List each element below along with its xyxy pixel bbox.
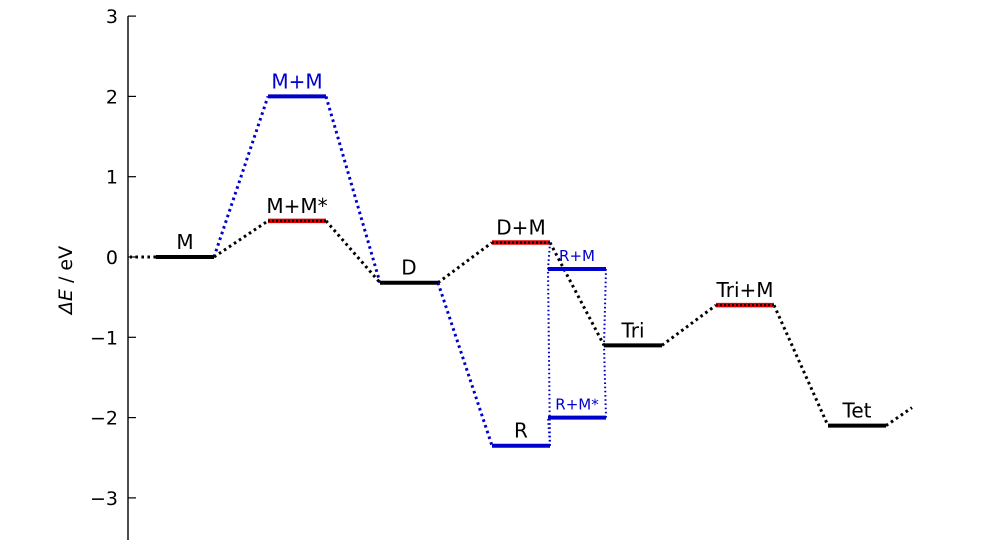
label-M: M: [176, 230, 193, 254]
y-ticks: 3 2 1 0 −1 −2 −3: [90, 6, 136, 510]
y-axis-symbol: ΔE: [55, 289, 77, 316]
y-tick-label: −2: [90, 408, 118, 430]
y-tick-label: 2: [106, 86, 118, 108]
connector-RMs-Tri: [603, 345, 607, 418]
connector-DM-Tri: [548, 241, 606, 347]
label-DM: D+M: [496, 216, 545, 240]
y-axis-unit: / eV: [55, 246, 77, 289]
label-RM: R+M: [559, 247, 595, 265]
connector-D-DM: [437, 241, 493, 284]
connector-M-MMs: [213, 219, 269, 259]
connector-TriM-Tet: [772, 304, 830, 427]
label-RMs: R+M*: [555, 396, 599, 414]
connector-stub-Tet: [885, 406, 913, 427]
connector-M-MM: [212, 95, 270, 258]
connector-RM-Tri: [603, 269, 607, 346]
connectors: [130, 95, 913, 447]
energy-levels: [156, 94, 886, 448]
label-MMs: M+M*: [266, 194, 327, 218]
connector-R-RMs: [547, 417, 551, 446]
label-TriM: Tri+M: [715, 278, 773, 302]
y-axis-title: ΔE / eV: [55, 246, 77, 316]
label-R: R: [514, 419, 528, 443]
label-Tri: Tri: [620, 318, 644, 342]
y-tick-label: 3: [106, 6, 118, 28]
connector-MM-D: [324, 95, 382, 284]
label-D: D: [401, 256, 416, 280]
connector-MMs-D: [324, 219, 382, 284]
connector-DM-RM: [547, 242, 551, 270]
y-tick-label: 0: [106, 247, 118, 269]
y-tick-label: −1: [90, 327, 118, 349]
level-labels: M M+M M+M* D D+M R R+M R+M* Tri Tri+M Tet: [176, 69, 871, 442]
label-Tet: Tet: [842, 399, 872, 423]
label-MM: M+M: [271, 69, 322, 93]
connector-D-R: [436, 282, 494, 447]
y-tick-label: 1: [106, 167, 118, 189]
connector-Tri-TriM: [661, 303, 717, 347]
y-tick-label: −3: [90, 488, 118, 510]
